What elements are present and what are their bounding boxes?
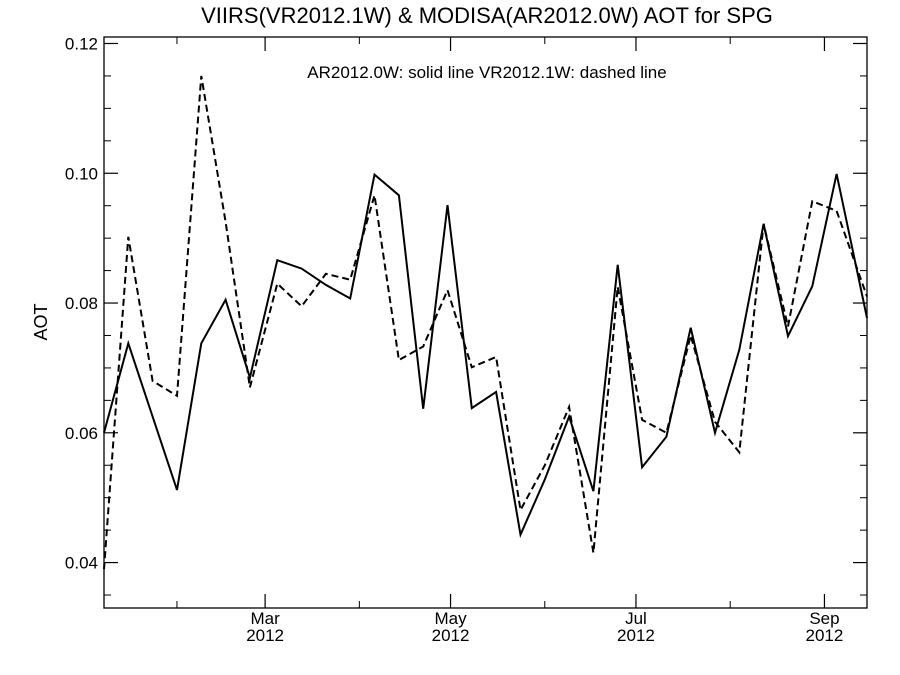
x-tick-year-label: 2012 bbox=[806, 626, 844, 645]
series-line-ar2012-0w bbox=[103, 172, 868, 539]
series-line-vr2012-1w bbox=[103, 75, 868, 570]
x-tick-month-label: Jul bbox=[625, 609, 647, 628]
x-tick-year-label: 2012 bbox=[617, 626, 655, 645]
y-tick-label: 0.10 bbox=[65, 164, 98, 183]
y-axis-label: AOT bbox=[31, 303, 51, 340]
y-tick-label: 0.06 bbox=[65, 424, 98, 443]
x-tick-month-label: May bbox=[434, 609, 467, 628]
x-tick-year-label: 2012 bbox=[246, 626, 284, 645]
tick-labels: 0.040.060.080.100.12Mar2012May2012Jul201… bbox=[65, 34, 843, 645]
series-layer bbox=[103, 75, 868, 570]
legend-note: AR2012.0W: solid line VR2012.1W: dashed … bbox=[307, 63, 666, 82]
x-tick-year-label: 2012 bbox=[432, 626, 470, 645]
plot-frame bbox=[103, 36, 868, 609]
x-tick-month-label: Mar bbox=[250, 609, 280, 628]
x-tick-month-label: Sep bbox=[809, 609, 839, 628]
y-tick-label: 0.12 bbox=[65, 34, 98, 53]
y-tick-label: 0.04 bbox=[65, 554, 98, 573]
chart-title: VIIRS(VR2012.1W) & MODISA(AR2012.0W) AOT… bbox=[201, 3, 773, 28]
y-tick-label: 0.08 bbox=[65, 294, 98, 313]
